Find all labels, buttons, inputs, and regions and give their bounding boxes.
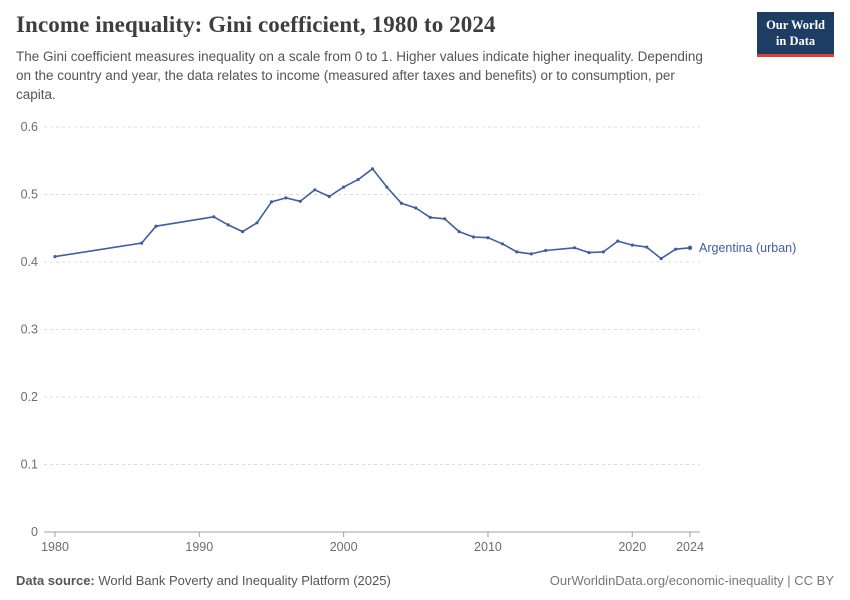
- chart-header: Income inequality: Gini coefficient, 198…: [16, 12, 834, 104]
- data-point[interactable]: [140, 241, 144, 245]
- data-point[interactable]: [53, 255, 57, 259]
- data-point[interactable]: [428, 215, 432, 219]
- data-point[interactable]: [471, 235, 476, 239]
- data-point[interactable]: [572, 246, 577, 250]
- data-source: Data source: World Bank Poverty and Ineq…: [16, 573, 391, 588]
- data-point[interactable]: [659, 257, 663, 261]
- data-point[interactable]: [457, 230, 461, 234]
- y-axis-tick-label: 0.4: [21, 255, 38, 269]
- owid-logo[interactable]: Our World in Data: [757, 12, 834, 57]
- page-title: Income inequality: Gini coefficient, 198…: [16, 12, 496, 37]
- x-axis-tick-label: 2010: [474, 540, 502, 554]
- x-axis-tick-label: 2020: [618, 540, 646, 554]
- data-point[interactable]: [370, 167, 375, 171]
- data-point[interactable]: [414, 206, 418, 210]
- series-label[interactable]: Argentina (urban): [699, 241, 796, 255]
- data-point[interactable]: [486, 236, 490, 240]
- data-point[interactable]: [601, 250, 606, 254]
- data-point[interactable]: [630, 243, 634, 247]
- chart-subtitle: The Gini coefficient measures inequality…: [16, 49, 703, 103]
- x-axis-tick-label: 2000: [330, 540, 358, 554]
- data-point[interactable]: [587, 251, 591, 255]
- data-point[interactable]: [399, 201, 403, 205]
- chart-footer: Data source: World Bank Poverty and Ineq…: [16, 573, 834, 588]
- series-end-dot: [687, 245, 693, 251]
- x-axis-tick-label: 1990: [185, 540, 213, 554]
- data-point[interactable]: [298, 199, 302, 203]
- data-point[interactable]: [500, 242, 504, 246]
- data-point[interactable]: [385, 185, 389, 189]
- data-point[interactable]: [284, 196, 288, 200]
- data-source-text: World Bank Poverty and Inequality Platfo…: [98, 573, 391, 588]
- series-line-argentina-urban[interactable]: [54, 168, 691, 260]
- data-point[interactable]: [356, 178, 360, 182]
- data-point[interactable]: [616, 239, 620, 243]
- y-axis-tick-label: 0.6: [21, 120, 38, 134]
- x-axis-tick-label: 1980: [41, 540, 69, 554]
- data-point[interactable]: [443, 217, 447, 221]
- data-point[interactable]: [342, 185, 346, 189]
- y-axis-tick-label: 0.2: [21, 390, 38, 404]
- data-point[interactable]: [269, 200, 274, 204]
- data-point[interactable]: [674, 247, 678, 251]
- data-point[interactable]: [226, 223, 230, 227]
- owid-logo-line1: Our World: [766, 18, 825, 32]
- x-axis-tick-label: 2024: [676, 540, 704, 554]
- data-point[interactable]: [645, 245, 649, 249]
- data-point[interactable]: [515, 250, 519, 254]
- data-point[interactable]: [212, 215, 216, 219]
- y-axis-tick-label: 0: [31, 525, 38, 539]
- data-source-label: Data source:: [16, 573, 95, 588]
- data-point[interactable]: [327, 194, 331, 199]
- data-point[interactable]: [154, 224, 158, 228]
- credit-link[interactable]: OurWorldinData.org/economic-inequality |…: [549, 573, 834, 588]
- data-point[interactable]: [529, 252, 533, 256]
- data-point[interactable]: [313, 188, 317, 192]
- data-point[interactable]: [255, 221, 259, 225]
- owid-logo-line2: in Data: [775, 34, 816, 49]
- y-axis-tick-label: 0.5: [21, 188, 38, 202]
- y-axis-tick-label: 0.1: [21, 458, 38, 472]
- data-point[interactable]: [544, 248, 548, 253]
- y-axis-tick-label: 0.3: [21, 323, 38, 337]
- data-point[interactable]: [241, 230, 245, 234]
